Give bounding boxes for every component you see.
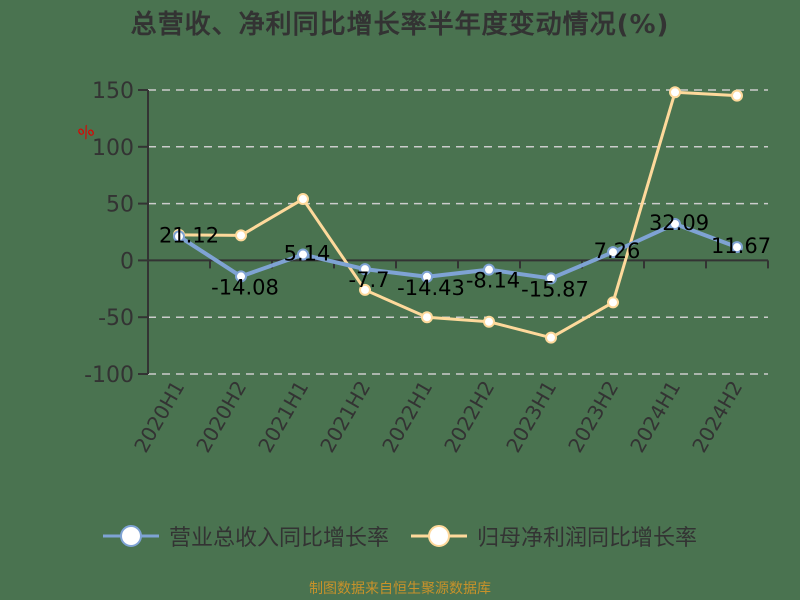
y-tick-label: 150 — [92, 79, 134, 104]
data-point[interactable] — [235, 270, 247, 283]
data-point[interactable] — [669, 86, 681, 99]
data-point[interactable] — [731, 89, 743, 102]
data-point[interactable] — [731, 241, 743, 254]
data-point[interactable] — [297, 248, 309, 261]
grid-lines — [148, 89, 768, 375]
data-point[interactable] — [545, 272, 557, 285]
x-tick-label: 2022H2 — [439, 377, 499, 457]
data-point[interactable] — [483, 263, 495, 276]
data-point[interactable] — [545, 331, 557, 344]
x-tick-label: 2023H1 — [501, 377, 561, 457]
data-point[interactable] — [235, 229, 247, 242]
x-tick-label: 2022H1 — [377, 377, 437, 457]
x-tick-label: 2024H2 — [687, 377, 747, 457]
net-profit-growth-line — [178, 90, 738, 340]
legend-marker-net-profit-icon — [411, 525, 467, 547]
chart-title: 总营收、净利同比增长率半年度变动情况(%) — [130, 10, 670, 40]
data-label: -7.7 — [349, 268, 390, 292]
legend-label-revenue: 营业总收入同比增长率 — [168, 526, 389, 551]
data-label: -8.14 — [466, 269, 520, 293]
x-tick-label: 2024H1 — [625, 377, 685, 457]
data-point[interactable] — [421, 311, 433, 324]
data-point[interactable] — [669, 217, 681, 230]
x-tick-label: 2021H1 — [253, 377, 313, 457]
data-label: -14.08 — [211, 275, 279, 299]
legend: 营业总收入同比增长率 归母净利润同比增长率 — [0, 520, 800, 552]
data-labels: 21.12 -14.085.14 -7.7 -14.43 -8.14 -15.877.26… — [159, 211, 771, 301]
data-point[interactable] — [359, 263, 371, 276]
x-tick-label: 2023H2 — [563, 377, 623, 457]
data-label: 32.09 — [649, 211, 709, 235]
data-point[interactable] — [359, 283, 371, 296]
series-lines — [173, 86, 743, 344]
legend-item-net-profit[interactable]: 归母净利润同比增长率 — [411, 520, 697, 552]
data-source-note: 制图数据来自恒生聚源数据库 — [309, 581, 491, 597]
x-tick-label: 2021H2 — [315, 377, 375, 457]
revenue-growth-line — [177, 221, 738, 281]
x-tick-label: 2020H1 — [129, 377, 189, 457]
x-tick-label: 2020H2 — [191, 377, 251, 457]
data-label: 5.14 — [284, 242, 331, 266]
y-tick-label: 100 — [92, 136, 134, 161]
data-label: -14.43 — [397, 276, 465, 300]
data-point[interactable] — [483, 315, 495, 328]
data-point[interactable] — [607, 246, 619, 259]
data-point[interactable] — [421, 270, 433, 283]
data-point[interactable] — [173, 230, 185, 243]
data-label: 21.12 — [159, 223, 219, 247]
y-tick-label: 50 — [106, 193, 134, 218]
y-tick-label: -50 — [98, 306, 134, 331]
y-tick-label: 0 — [120, 249, 134, 274]
data-label: 11.67 — [711, 234, 771, 258]
legend-label-net-profit: 归母净利润同比增长率 — [477, 526, 698, 551]
legend-item-revenue[interactable]: 营业总收入同比增长率 — [102, 520, 389, 552]
data-point[interactable] — [297, 193, 309, 206]
legend-marker-revenue-icon — [102, 525, 159, 547]
data-label: -15.87 — [521, 277, 589, 301]
data-point[interactable] — [607, 296, 619, 309]
data-label: 7.26 — [594, 239, 641, 263]
y-tick-label: -100 — [84, 363, 134, 388]
